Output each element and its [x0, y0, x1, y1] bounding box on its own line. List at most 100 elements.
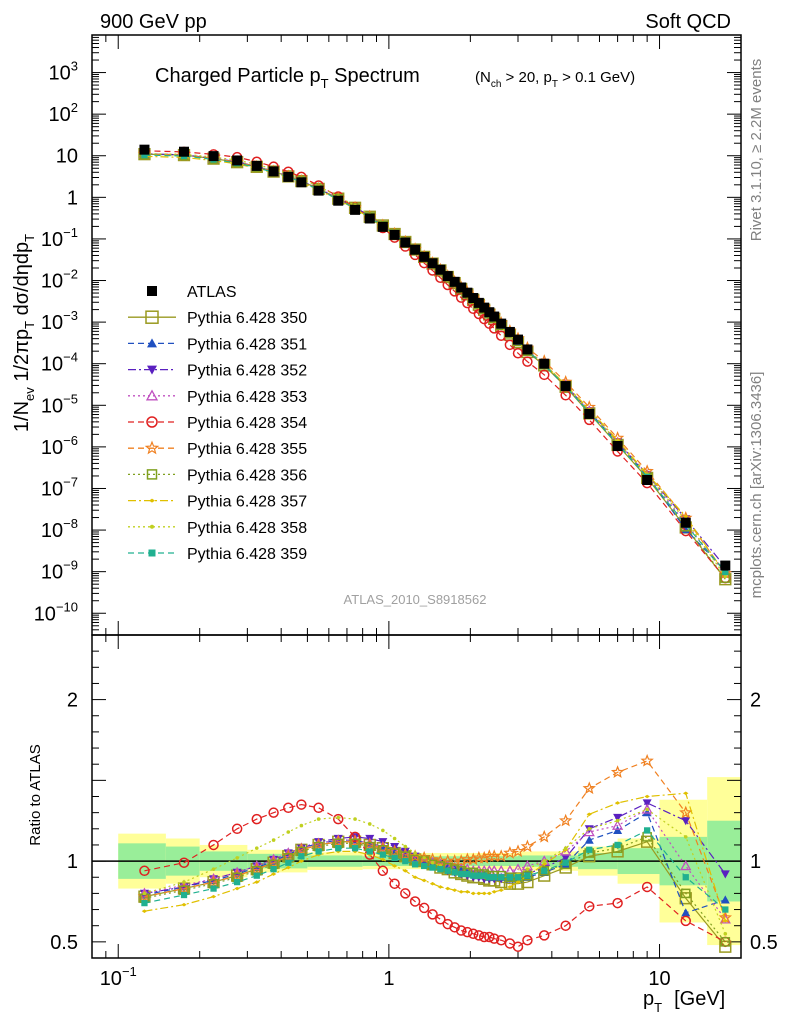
series-pythia-6-428-359-ratio-point	[437, 866, 444, 873]
series-pythia-6-428-351-ratio-point	[720, 895, 730, 904]
legend-pythia-6-428-359-label: Pythia 6.428 359	[187, 546, 307, 563]
series-pythia-6-428-354-ratio-point	[313, 802, 324, 814]
series-pythia-6-428-357-ratio-point	[491, 889, 497, 894]
series-pythia-6-428-353-ratio-point	[282, 847, 294, 858]
y-tick-label: 10−9	[41, 558, 78, 584]
series-pythia-6-428-354-ratio-point	[332, 813, 344, 825]
y-tick-label: 10−8	[41, 516, 78, 542]
series-pythia-6-428-359-ratio-point	[682, 874, 689, 881]
series-pythia-6-428-355-ratio-point	[511, 844, 525, 858]
series-pythia-6-428-359-ratio-point	[481, 872, 488, 879]
atlas-main-point	[462, 287, 473, 298]
series-pythia-6-428-358-ratio-point	[254, 846, 259, 850]
series-pythia-6-428-354-ratio-point	[512, 941, 524, 952]
chart-title: Charged Particle pT Spectrum	[155, 65, 420, 91]
series-pythia-6-428-358-ratio-point	[392, 836, 397, 841]
series-pythia-6-428-358-ratio-line	[144, 808, 726, 935]
series-pythia-6-428-357-ratio-point	[298, 859, 305, 863]
series-pythia-6-428-359-ratio-point	[285, 859, 292, 866]
ylabel-part: 1/N	[11, 401, 33, 432]
y-tick-exponent: −9	[63, 558, 78, 573]
legend-pythia-6-428-350-label: Pythia 6.428 350	[187, 310, 307, 327]
atlas-main-point	[419, 251, 430, 262]
series-pythia-6-428-354-ratio-point	[400, 888, 411, 899]
series-pythia-6-428-354-ratio-point	[680, 915, 692, 927]
atlas-main-point	[489, 311, 500, 322]
series-pythia-6-428-354-ratio-point	[473, 930, 485, 941]
atlas-main-point	[364, 213, 375, 224]
series-pythia-6-428-359-ratio-point	[614, 841, 621, 849]
series-pythia-6-428-357-ratio-point	[464, 889, 471, 894]
atlas-main-point	[377, 221, 388, 232]
atlas-main-point	[296, 177, 307, 188]
legend-pythia-6-428-354-marker	[146, 416, 158, 428]
series-pythia-6-428-358-ratio-point	[211, 867, 216, 871]
series-pythia-6-428-358-ratio-point	[235, 856, 239, 860]
series-pythia-6-428-356-ratio-point	[522, 870, 533, 881]
series-pythia-6-428-357-ratio-point	[498, 888, 504, 892]
atlas-main-point	[456, 282, 467, 293]
series-pythia-6-428-357-ratio-point	[515, 880, 521, 884]
series-pythia-6-428-358-ratio-point	[271, 838, 276, 842]
y-tick-label: 10−5	[41, 391, 78, 417]
atlas-main-point	[251, 160, 262, 171]
series-pythia-6-428-359-ratio-point	[475, 872, 483, 879]
series-pythia-6-428-354-ratio-point	[435, 913, 446, 925]
y-tick-label: 10−3	[41, 308, 78, 334]
series-pythia-6-428-353-ratio-point	[138, 887, 151, 898]
series-pythia-6-428-357-ratio-point	[683, 791, 689, 796]
series-pythia-6-428-357-ratio-point	[380, 857, 386, 862]
series-pythia-6-428-357-ratio-point	[254, 880, 260, 884]
ratio-uncertainty-bands	[92, 777, 741, 946]
ratio-series-group	[137, 753, 733, 953]
series-pythia-6-428-355-ratio-point	[610, 765, 625, 778]
series-pythia-6-428-359-ratio-point	[141, 899, 148, 907]
series-pythia-6-428-354-main-point	[538, 369, 550, 381]
series-pythia-6-428-354-ratio-point	[389, 878, 400, 889]
ratio-ytick-label: 2	[67, 690, 78, 712]
series-pythia-6-428-357-ratio-point	[367, 852, 373, 857]
ylabel-end: dσ/dηdp	[11, 242, 33, 321]
series-pythia-6-428-359-ratio-point	[458, 870, 465, 878]
xlabel-sub: T	[654, 1000, 662, 1015]
atlas-main-point	[232, 155, 243, 166]
y-tick-label: 10−6	[41, 433, 78, 459]
series-pythia-6-428-359-ratio-point	[524, 872, 531, 879]
series-pythia-6-428-359-ratio-point	[464, 870, 471, 878]
series-pythia-6-428-359-ratio-point	[514, 874, 522, 881]
series-pythia-6-428-354-ratio-point	[462, 926, 473, 938]
series-pythia-6-428-358-ratio-point	[645, 807, 649, 812]
legend-pythia-6-428-355-label: Pythia 6.428 355	[187, 441, 307, 458]
series-pythia-6-428-352-ratio-line	[144, 802, 726, 894]
series-pythia-6-428-358-ratio-point	[142, 891, 147, 896]
series-pythia-6-428-354-ratio-point	[377, 865, 389, 877]
series-pythia-6-428-358-ratio-point	[182, 880, 186, 884]
legend-pythia-6-428-357-marker	[149, 498, 155, 503]
legend-pythia-6-428-356-marker	[146, 469, 158, 480]
series-pythia-6-428-357-ratio-point	[412, 875, 418, 880]
series-pythia-6-428-358-ratio-point	[413, 851, 417, 855]
atlas-main-point	[479, 302, 490, 313]
atlas-main-point	[612, 441, 623, 452]
series-pythia-6-428-354-ratio-point	[560, 920, 571, 931]
series-pythia-6-428-359-ratio-point	[180, 891, 188, 899]
series-pythia-6-428-357-ratio-point	[421, 878, 427, 883]
analysis-id: ATLAS_2010_S8918562	[344, 592, 487, 607]
y-tick-exponent: 2	[71, 100, 78, 115]
series-pythia-6-428-354-ratio-point	[251, 813, 263, 825]
series-pythia-6-428-355-ratio-point	[454, 854, 468, 867]
atlas-main-point	[642, 474, 653, 485]
legend-atlas-marker	[147, 286, 157, 296]
atlas-main-point	[473, 297, 484, 308]
series-pythia-6-428-354-ratio-point	[178, 857, 190, 868]
header-left: 900 GeV pp	[100, 11, 207, 33]
atlas-main-point	[208, 151, 219, 162]
series-pythia-6-428-354-ratio-point	[488, 933, 500, 944]
series-pythia-6-428-359-ratio-point	[391, 854, 398, 862]
legend-pythia-6-428-355-marker	[144, 440, 160, 455]
atlas-main-point	[513, 334, 524, 345]
x-tick-label: 10−1	[100, 964, 137, 990]
series-pythia-6-428-356-ratio-point	[680, 888, 691, 899]
series-pythia-6-428-356-ratio-point	[539, 865, 550, 876]
